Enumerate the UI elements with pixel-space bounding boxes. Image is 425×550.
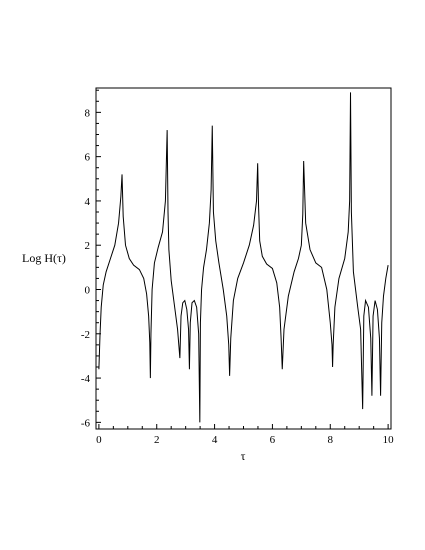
x-tick-label: 4 <box>212 434 218 446</box>
series-line <box>98 92 389 423</box>
x-axis-label: τ <box>241 449 246 463</box>
x-axis-ticks: 0 2 4 6 8 10 <box>96 424 394 446</box>
y-tick-label: -6 <box>81 417 91 429</box>
y-tick-label: -2 <box>81 329 90 341</box>
x-tick-label: 2 <box>154 434 160 446</box>
x-tick-label: 6 <box>270 434 276 446</box>
y-tick-label: 0 <box>85 285 91 297</box>
y-tick-label: 4 <box>85 196 91 208</box>
y-tick-label: 8 <box>85 107 91 119</box>
x-tick-label: 10 <box>383 434 395 446</box>
y-tick-label: -4 <box>81 373 91 385</box>
x-tick-label: 8 <box>328 434 334 446</box>
y-tick-label: 6 <box>85 152 91 164</box>
y-axis-ticks: -6 -4 -2 0 2 4 6 8 <box>81 89 101 429</box>
plot-frame <box>95 87 392 430</box>
y-axis-label: Log H(τ) <box>22 251 66 265</box>
x-tick-label: 0 <box>96 434 102 446</box>
y-tick-label: 2 <box>85 240 91 252</box>
